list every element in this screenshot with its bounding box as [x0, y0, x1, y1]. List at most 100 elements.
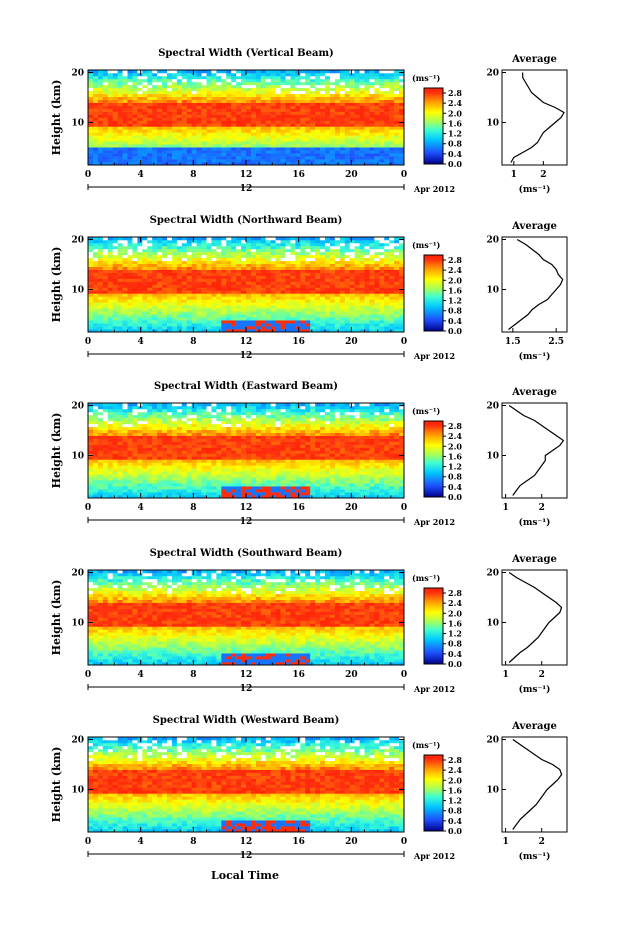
heatmap-cell: [171, 75, 178, 80]
heatmap-cell: [236, 242, 242, 247]
heatmap-cell: [305, 477, 311, 481]
heatmap-cell: [127, 320, 133, 324]
heatmap-cell: [127, 317, 133, 321]
heatmap-cell: [92, 293, 99, 297]
heatmap-cell: [300, 245, 306, 250]
heatmap-cell: [196, 123, 202, 127]
heatmap-cell: [117, 471, 123, 475]
heatmap-cell: [92, 248, 99, 253]
panel-title: Spectral Width (Northward Beam): [150, 215, 343, 226]
heatmap-cell: [384, 150, 390, 154]
heatmap-cell: [310, 72, 316, 77]
heatmap-cell: [325, 317, 331, 321]
heatmap-cell: [334, 266, 341, 270]
heatmap-cell: [389, 329, 395, 333]
heatmap-cell: [325, 96, 331, 100]
heatmap-cell: [325, 102, 331, 106]
heatmap-cell: [354, 269, 360, 273]
heatmap-cell: [325, 326, 331, 330]
heatmap-cell: [344, 242, 350, 247]
heatmap-cell: [260, 87, 267, 92]
heatmap-cell: [132, 272, 138, 276]
heatmap-cell: [339, 305, 346, 309]
heatmap-cell: [265, 308, 271, 312]
heatmap-cell: [137, 144, 143, 148]
heatmap-cell: [265, 96, 271, 100]
heatmap-cell: [176, 311, 183, 315]
heatmap-cell: [354, 126, 360, 130]
heatmap-cell: [171, 90, 178, 95]
heatmap-cell: [97, 281, 104, 285]
heatmap-cell: [379, 126, 385, 130]
heatmap-cell: [137, 147, 143, 151]
heatmap-cell: [325, 147, 331, 151]
average-x-tick-label: 2.5: [548, 337, 564, 347]
heatmap-cell: [142, 102, 148, 106]
heatmap-cell: [295, 302, 301, 306]
heatmap-cell: [236, 248, 242, 253]
heatmap-cell: [127, 123, 133, 127]
heatmap-cell: [167, 269, 173, 273]
heatmap-cell: [374, 242, 380, 247]
heatmap-cell: [369, 111, 375, 115]
heatmap-cell: [157, 257, 163, 262]
heatmap-cell: [295, 269, 301, 273]
heatmap-cell: [221, 480, 227, 484]
heatmap-cell: [147, 138, 153, 142]
heatmap-cell: [167, 248, 173, 253]
heatmap-cell: [226, 293, 232, 297]
heatmap-cell: [152, 299, 158, 303]
heatmap-cell: [354, 480, 360, 484]
heatmap-cell: [221, 70, 227, 74]
heatmap-cell: [246, 90, 252, 95]
heatmap-cell: [369, 81, 375, 86]
heatmap-cell: [142, 239, 148, 244]
heatmap-cell: [300, 305, 306, 309]
heatmap-cell: [147, 108, 153, 112]
heatmap-cell: [167, 486, 173, 490]
heatmap-cell: [132, 275, 138, 279]
heatmap-cell: [280, 70, 286, 74]
heatmap-cell: [389, 78, 395, 83]
heatmap-cell: [147, 126, 153, 130]
heatmap-cell: [226, 132, 232, 136]
heatmap-cell: [325, 90, 331, 95]
heatmap-cell: [241, 132, 247, 136]
heatmap-cell: [191, 248, 197, 253]
heatmap-cell: [107, 269, 113, 273]
heatmap-cell: [92, 150, 99, 154]
heatmap-cell: [246, 114, 252, 118]
heatmap-cell: [186, 132, 192, 136]
heatmap-cell: [339, 248, 346, 253]
heatmap-cell: [280, 242, 286, 247]
heatmap-cell: [320, 242, 326, 247]
heatmap-cell: [315, 123, 321, 127]
heatmap-cell: [236, 93, 242, 98]
heatmap-cell: [270, 72, 276, 77]
heatmap-cell: [157, 299, 163, 303]
heatmap-cell: [290, 111, 296, 115]
heatmap-cell: [325, 75, 331, 80]
heatmap-cell: [196, 477, 202, 481]
heatmap-cell: [107, 251, 113, 256]
heatmap-cell: [265, 78, 271, 83]
heatmap-cell: [265, 87, 271, 92]
heatmap-cell: [142, 78, 148, 83]
heatmap-cell: [137, 465, 143, 469]
heatmap-cell: [349, 90, 355, 95]
heatmap-cell: [171, 302, 178, 306]
heatmap-cell: [137, 138, 143, 142]
heatmap-cell: [157, 93, 163, 98]
heatmap-cell: [191, 320, 197, 324]
heatmap-cell: [186, 153, 192, 157]
heatmap-cell: [206, 287, 212, 291]
heatmap-cell: [295, 245, 301, 250]
heatmap-cell: [216, 78, 222, 83]
heatmap-cell: [162, 477, 168, 481]
heatmap-cell: [132, 129, 138, 133]
heatmap-cell: [384, 329, 390, 333]
heatmap-cell: [147, 305, 153, 309]
heatmap-cell: [280, 314, 286, 318]
heatmap-cell: [339, 495, 346, 499]
heatmap-cell: [157, 284, 163, 288]
